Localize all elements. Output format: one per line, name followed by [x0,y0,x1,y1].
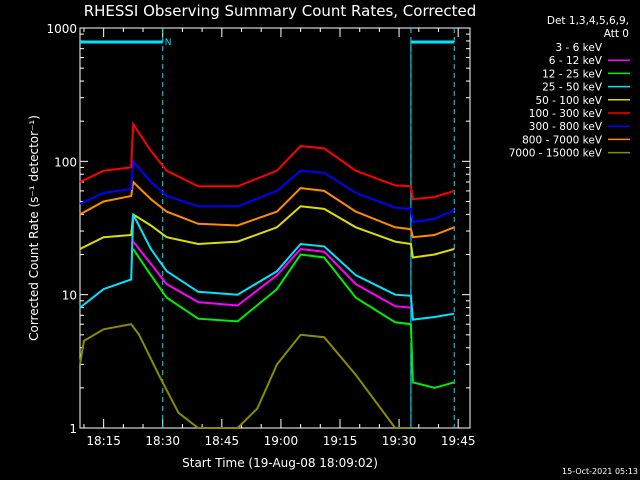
chart-title: RHESSI Observing Summary Count Rates, Co… [84,2,477,20]
x-tick-label: 19:45 [441,434,476,448]
series-line [79,323,411,429]
y-tick-label: 1 [69,422,77,436]
legend-label: 800 - 7000 keV [522,134,603,146]
legend-header: Det 1,3,4,5,6,9, [547,15,629,27]
legend-label: 25 - 50 keV [542,82,603,94]
y-tick-label: 10 [62,289,77,303]
plot-frame [79,27,471,429]
x-tick-label: 19:00 [264,434,299,448]
legend-label: 7000 - 15000 keV [509,148,603,160]
x-axis: 18:15 18:30 18:45 19:00 19:15 19:30 19:45 [83,28,476,448]
timestamp: 15-Oct-2021 05:13 [562,467,638,476]
x-tick-label: 19:30 [382,434,417,448]
x-tick-label: 18:15 [86,434,121,448]
series-line [132,263,412,341]
legend-header: Att 0 [604,28,629,40]
series-line [79,158,455,224]
series-line [132,240,411,309]
series-line [79,179,455,239]
series-line [79,213,455,321]
y-axis-label: Corrected Count Rate (s⁻¹ detector⁻¹) [27,115,41,341]
legend-label: 100 - 300 keV [529,108,603,120]
series-line [79,121,455,201]
legend-label: 3 - 6 keV [555,42,602,54]
y-tick-label: 100 [54,155,77,169]
legend-label: 300 - 800 keV [529,121,603,133]
x-tick-label: 19:15 [323,434,358,448]
legend-label: 6 - 12 keV [549,55,603,67]
series-line [132,248,455,389]
x-axis-label: Start Time (19-Aug-08 18:09:02) [182,456,378,470]
x-tick-label: 18:30 [145,434,180,448]
y-axis: 1 10 100 1000 [46,22,470,436]
x-tick-label: 18:45 [205,434,240,448]
legend-label: 50 - 100 keV [535,95,602,107]
attenuator-label: N [165,38,172,48]
legend-label: 12 - 25 keV [542,68,603,80]
y-tick-label: 1000 [46,22,77,36]
series-layer [79,121,455,429]
